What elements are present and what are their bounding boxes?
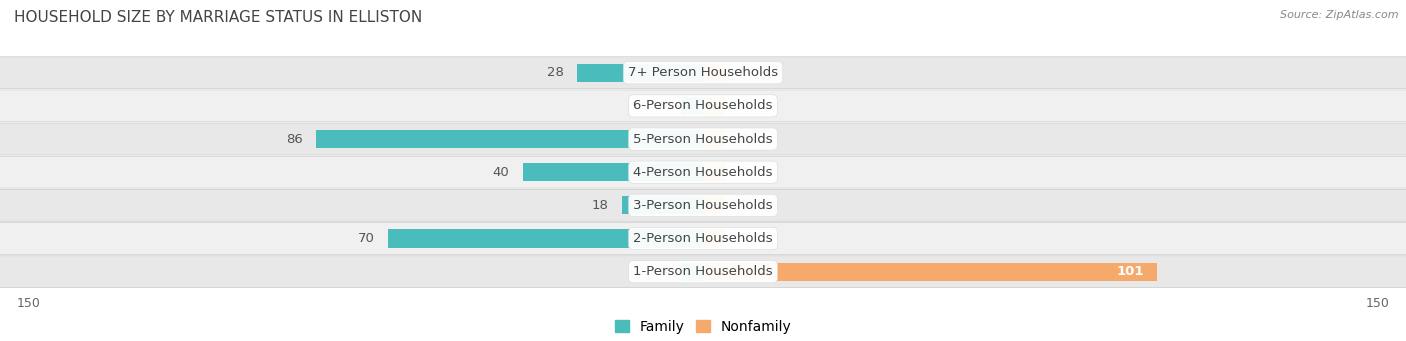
FancyBboxPatch shape <box>0 156 1406 188</box>
Text: 70: 70 <box>357 232 374 245</box>
Bar <box>523 163 703 181</box>
Text: 6-Person Households: 6-Person Households <box>633 99 773 113</box>
Text: 2-Person Households: 2-Person Households <box>633 232 773 245</box>
Bar <box>703 97 725 115</box>
Bar <box>703 196 725 214</box>
Bar <box>388 229 703 248</box>
FancyBboxPatch shape <box>0 123 1406 155</box>
Text: 28: 28 <box>547 66 564 79</box>
Text: 0: 0 <box>658 99 666 113</box>
Bar <box>703 229 725 248</box>
Bar <box>703 130 725 148</box>
Text: 0: 0 <box>740 199 748 212</box>
Text: 0: 0 <box>740 99 748 113</box>
Text: 101: 101 <box>1116 265 1144 278</box>
FancyBboxPatch shape <box>0 57 1406 89</box>
Text: 0: 0 <box>740 133 748 146</box>
Text: 7+ Person Households: 7+ Person Households <box>628 66 778 79</box>
Legend: Family, Nonfamily: Family, Nonfamily <box>609 314 797 340</box>
Bar <box>703 63 725 82</box>
Text: Source: ZipAtlas.com: Source: ZipAtlas.com <box>1281 10 1399 20</box>
FancyBboxPatch shape <box>0 256 1406 287</box>
Bar <box>621 196 703 214</box>
Text: 5-Person Households: 5-Person Households <box>633 133 773 146</box>
FancyBboxPatch shape <box>0 190 1406 221</box>
Text: 40: 40 <box>492 166 509 179</box>
Text: 0: 0 <box>740 166 748 179</box>
Text: HOUSEHOLD SIZE BY MARRIAGE STATUS IN ELLISTON: HOUSEHOLD SIZE BY MARRIAGE STATUS IN ELL… <box>14 10 422 25</box>
Text: 0: 0 <box>658 265 666 278</box>
Text: 3-Person Households: 3-Person Households <box>633 199 773 212</box>
Bar <box>703 163 725 181</box>
Bar <box>681 263 703 281</box>
FancyBboxPatch shape <box>0 90 1406 122</box>
Text: 1-Person Households: 1-Person Households <box>633 265 773 278</box>
FancyBboxPatch shape <box>0 223 1406 254</box>
Text: 4-Person Households: 4-Person Households <box>633 166 773 179</box>
Bar <box>576 63 703 82</box>
Bar <box>316 130 703 148</box>
Text: 86: 86 <box>285 133 302 146</box>
Bar <box>681 97 703 115</box>
Text: 18: 18 <box>592 199 609 212</box>
Text: 0: 0 <box>740 232 748 245</box>
Text: 0: 0 <box>740 66 748 79</box>
Bar <box>703 263 1157 281</box>
